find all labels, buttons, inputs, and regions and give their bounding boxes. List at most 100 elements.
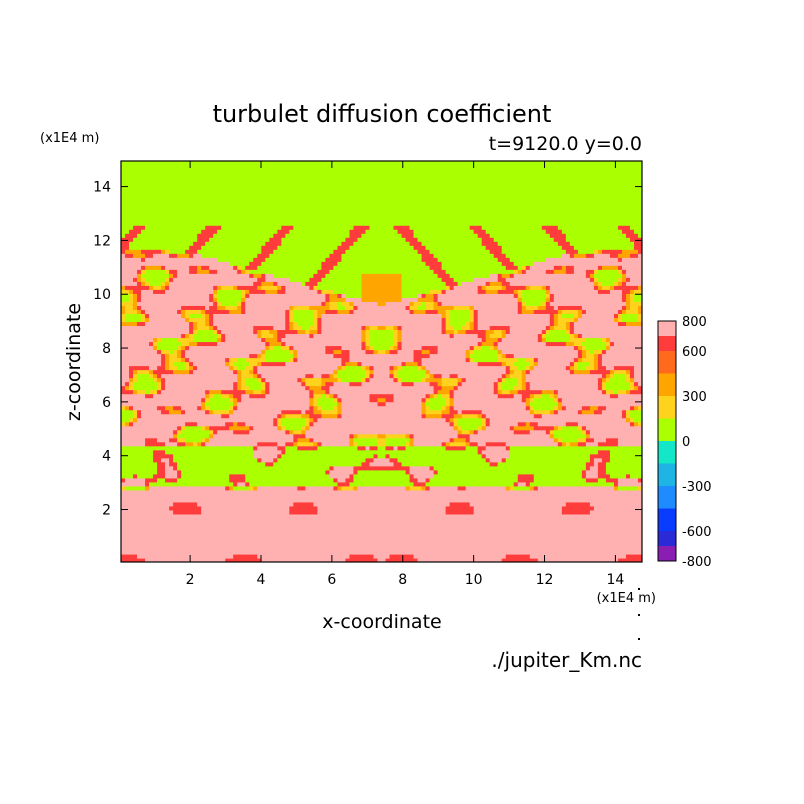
contour-cell bbox=[417, 417, 423, 423]
contour-cell bbox=[561, 533, 567, 539]
contour-cell bbox=[193, 489, 198, 495]
contour-cell bbox=[381, 517, 387, 523]
contour-cell bbox=[501, 505, 507, 511]
contour-cell bbox=[501, 521, 507, 527]
contour-cell bbox=[261, 429, 266, 435]
contour-cell bbox=[585, 489, 591, 495]
contour-cell bbox=[521, 461, 527, 467]
contour-cell bbox=[501, 533, 507, 539]
contour-cell bbox=[477, 521, 483, 527]
contour-cell bbox=[165, 497, 170, 503]
contour-cell bbox=[625, 481, 631, 487]
contour-cell bbox=[625, 517, 631, 523]
contour-cell bbox=[505, 425, 511, 431]
contour-cell bbox=[265, 425, 270, 431]
contour-cell bbox=[157, 433, 162, 439]
contour-cell bbox=[201, 473, 206, 479]
contour-cell bbox=[373, 497, 379, 503]
contour-cell bbox=[157, 457, 162, 463]
contour-cell bbox=[485, 549, 491, 555]
contour-cell bbox=[165, 513, 170, 519]
contour-cell bbox=[245, 441, 250, 447]
contour-cell bbox=[553, 453, 559, 459]
contour-cell bbox=[437, 473, 443, 479]
contour-cell bbox=[185, 405, 190, 411]
contour-cell bbox=[297, 553, 302, 559]
contour-cell bbox=[501, 425, 507, 431]
contour-cell bbox=[501, 445, 507, 451]
contour-cell bbox=[281, 445, 286, 451]
contour-cell bbox=[617, 441, 623, 447]
contour-cell bbox=[545, 541, 551, 547]
contour-cell bbox=[409, 421, 415, 427]
contour-cell bbox=[197, 457, 202, 463]
contour-cell bbox=[601, 501, 607, 507]
contour-cell bbox=[181, 489, 186, 495]
contour-cell bbox=[141, 449, 146, 455]
contour-cell bbox=[293, 513, 298, 519]
contour-cell bbox=[369, 529, 375, 535]
contour-cell bbox=[469, 421, 475, 427]
contour-cell bbox=[217, 469, 222, 475]
contour-cell bbox=[593, 417, 599, 423]
contour-cell bbox=[281, 441, 286, 447]
contour-cell bbox=[429, 553, 435, 559]
contour-cell bbox=[533, 477, 539, 483]
contour-cell bbox=[533, 505, 539, 511]
contour-cell bbox=[281, 497, 286, 503]
contour-cell bbox=[269, 465, 274, 471]
contour-cell bbox=[201, 461, 206, 467]
contour-cell bbox=[333, 417, 339, 423]
contour-cell bbox=[153, 425, 158, 431]
contour-cell bbox=[153, 417, 158, 423]
contour-cell bbox=[473, 433, 479, 439]
contour-cell bbox=[201, 477, 206, 483]
contour-cell bbox=[409, 465, 415, 471]
contour-cell bbox=[389, 469, 395, 475]
contour-cell bbox=[197, 481, 202, 487]
contour-cell bbox=[469, 477, 475, 483]
contour-cell bbox=[413, 445, 419, 451]
contour-cell bbox=[145, 545, 150, 551]
contour-cell bbox=[421, 505, 427, 511]
contour-cell bbox=[345, 541, 351, 547]
contour-cell bbox=[309, 493, 314, 499]
contour-cell bbox=[609, 521, 615, 527]
contour-cell bbox=[493, 409, 499, 415]
contour-cell bbox=[545, 513, 551, 519]
contour-cell bbox=[129, 437, 134, 443]
contour-cell bbox=[313, 489, 318, 495]
contour-cell bbox=[145, 501, 150, 507]
contour-cell bbox=[345, 509, 351, 515]
contour-cell bbox=[285, 533, 290, 539]
contour-cell bbox=[201, 413, 206, 419]
contour-cell bbox=[369, 549, 375, 555]
contour-cell bbox=[217, 441, 222, 447]
contour-cell bbox=[541, 441, 547, 447]
contour-cell bbox=[361, 457, 367, 463]
contour-cell bbox=[453, 465, 459, 471]
contour-cell bbox=[385, 429, 391, 435]
contour-cell bbox=[437, 553, 443, 559]
contour-cell bbox=[361, 525, 367, 531]
contour-cell bbox=[145, 413, 150, 419]
contour-cell bbox=[453, 501, 459, 507]
contour-cell bbox=[281, 489, 286, 495]
contour-cell bbox=[529, 465, 535, 471]
contour-cell bbox=[433, 525, 439, 531]
contour-cell bbox=[381, 461, 387, 467]
contour-cell bbox=[241, 489, 246, 495]
contour-cell bbox=[437, 425, 443, 431]
contour-cell bbox=[409, 537, 415, 543]
contour-cell bbox=[213, 509, 218, 515]
contour-cell bbox=[229, 409, 234, 415]
contour-cell bbox=[129, 549, 134, 555]
contour-cell bbox=[453, 441, 459, 447]
contour-cell bbox=[609, 489, 615, 495]
contour-cell bbox=[253, 405, 258, 411]
contour-cell bbox=[505, 477, 511, 483]
contour-cell bbox=[561, 453, 567, 459]
contour-cell bbox=[241, 465, 246, 471]
contour-cell bbox=[157, 549, 162, 555]
contour-cell bbox=[541, 465, 547, 471]
